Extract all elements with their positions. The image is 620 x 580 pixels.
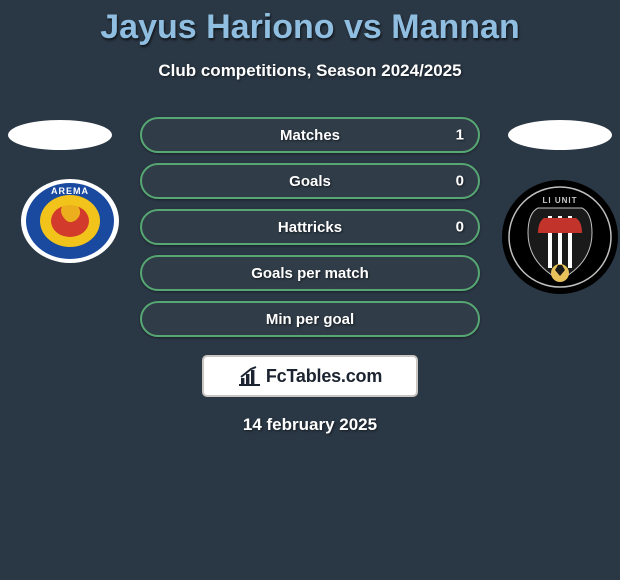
- page-subtitle: Club competitions, Season 2024/2025: [0, 61, 620, 81]
- club-logo-left: AREMA: [20, 178, 120, 264]
- stat-label: Min per goal: [142, 303, 478, 335]
- svg-text:AREMA: AREMA: [51, 186, 89, 196]
- stat-value: 0: [456, 219, 464, 236]
- arema-badge-icon: AREMA: [20, 178, 120, 264]
- brand-text: FcTables.com: [266, 366, 382, 387]
- stat-row-hattricks: Hattricks 0: [140, 209, 480, 245]
- stat-label: Goals: [142, 165, 478, 197]
- svg-text:LI UNIT: LI UNIT: [543, 196, 578, 205]
- stat-row-goals-per-match: Goals per match: [140, 255, 480, 291]
- avatar-placeholder-icon: [508, 120, 612, 150]
- brand-box: FcTables.com: [202, 355, 418, 397]
- stat-row-matches: Matches 1: [140, 117, 480, 153]
- stat-label: Goals per match: [142, 257, 478, 289]
- stat-row-goals: Goals 0: [140, 163, 480, 199]
- bar-chart-icon: [238, 365, 262, 387]
- date-line: 14 february 2025: [0, 415, 620, 435]
- player-right-avatar: [508, 120, 612, 150]
- avatar-placeholder-icon: [8, 120, 112, 150]
- page-title: Jayus Hariono vs Mannan: [0, 0, 620, 47]
- player-left-avatar: [8, 120, 112, 150]
- stat-value: 0: [456, 173, 464, 190]
- stat-label: Matches: [142, 119, 478, 151]
- stat-row-min-per-goal: Min per goal: [140, 301, 480, 337]
- stats-list: Matches 1 Goals 0 Hattricks 0 Goals per …: [140, 117, 480, 337]
- stat-label: Hattricks: [142, 211, 478, 243]
- bali-united-badge-icon: LI UNIT: [500, 178, 620, 296]
- club-logo-right: LI UNIT: [500, 178, 620, 296]
- stat-value: 1: [456, 127, 464, 144]
